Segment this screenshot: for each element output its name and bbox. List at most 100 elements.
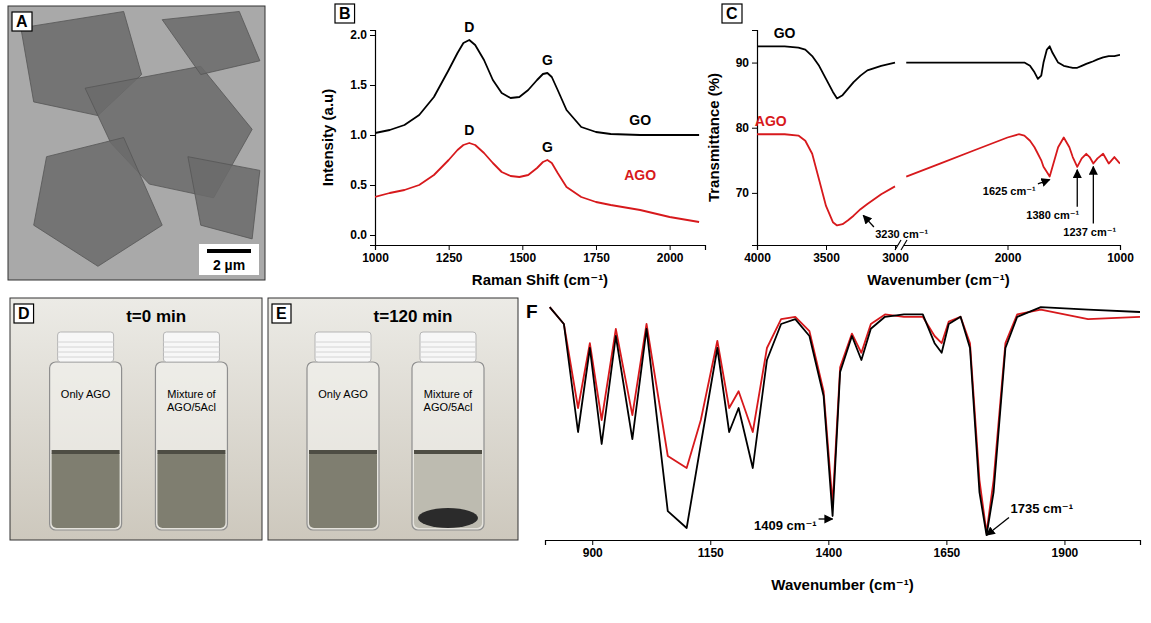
sem-flake: [34, 138, 163, 267]
tick-label: 1000: [362, 251, 389, 265]
x-axis: 9001150140016501900: [546, 540, 1141, 560]
figure: 2 µmA100012501500175020000.00.51.01.52.0…: [0, 0, 1151, 623]
panel-letter-box: [722, 4, 742, 23]
panel-letter: E: [276, 305, 287, 322]
tick-mark: [752, 63, 757, 64]
tick-mark: [670, 245, 671, 250]
annotation: 3230 cm⁻¹: [875, 228, 928, 240]
vial-liquid: [157, 450, 225, 528]
axis-line: [370, 31, 376, 246]
x-axis-title: Wavenumber (cm⁻¹): [771, 576, 913, 593]
axis-line: [376, 246, 706, 251]
panel-letter-box: [12, 12, 32, 31]
panel-letter: D: [18, 305, 30, 322]
tick-label: 1.0: [350, 128, 367, 142]
scale-bar-label: 2 µm: [213, 257, 245, 273]
liquid-meniscus: [414, 450, 482, 454]
tick-label: 1900: [1052, 546, 1079, 560]
vial-cap: [58, 332, 114, 362]
tick: 3500: [813, 245, 840, 265]
axis-break-gap: [898, 241, 904, 249]
vial-body: [155, 362, 227, 530]
vial-cap: [420, 332, 476, 362]
series-line: [375, 143, 699, 222]
cap-ridge: [420, 352, 476, 353]
tick: 1150: [698, 540, 724, 560]
cap-ridge: [58, 357, 114, 358]
vial-body: [412, 362, 484, 530]
photo-title: t=120 min: [374, 307, 453, 326]
annotation-arrow: [863, 215, 874, 227]
vial-liquid: [52, 450, 120, 528]
series-label: AGO: [624, 167, 656, 183]
cap-ridge: [163, 347, 219, 348]
tick-label: 1000: [1107, 251, 1134, 265]
tick-label: 2.0: [350, 28, 367, 42]
panel-chart: 40003500300020001000708090GOAGO3230 cm⁻¹…: [705, 4, 1134, 288]
tick-label: 900: [583, 546, 603, 560]
tick: 1750: [583, 245, 610, 265]
annotation: G: [542, 139, 553, 155]
vial-label: Mixture ofAGO/5Acl: [424, 388, 474, 413]
tick-mark: [826, 245, 827, 250]
tick-mark: [596, 245, 597, 250]
panel-letter: F: [526, 301, 538, 322]
tick-label: 4000: [744, 251, 771, 265]
tick: 0.0: [350, 228, 375, 242]
tick: 2000: [657, 245, 684, 265]
vial-body: [307, 362, 379, 530]
cap-ridge: [315, 357, 371, 358]
annotation: 1380 cm⁻¹: [1026, 209, 1079, 221]
vial-label: Mixture ofAGO/5Acl: [167, 388, 217, 413]
tick-mark: [370, 135, 375, 136]
x-axis: 10001250150017502000: [362, 245, 705, 265]
scale-bar: [207, 249, 251, 253]
tick: 1000: [362, 245, 389, 265]
tick: 2.0: [350, 28, 375, 42]
panel-letter-box: [14, 304, 34, 323]
tick-label: 3500: [813, 251, 840, 265]
tick: 1.0: [350, 128, 375, 142]
scale-bar-box: [199, 244, 259, 275]
y-axis: 708090: [736, 31, 758, 246]
cap-ridge: [163, 357, 219, 358]
sem-flake: [188, 157, 260, 239]
vial-cap: [163, 332, 219, 362]
annotation-arrow: [1077, 170, 1078, 207]
vial-label-line: Mixture of: [167, 388, 216, 400]
tick-mark: [1064, 540, 1065, 545]
panel-letter: A: [16, 13, 28, 30]
vial-label: Only AGO: [61, 388, 111, 400]
annotation-arrow: [819, 518, 833, 519]
vial-cap: [315, 332, 371, 362]
tick-mark: [1008, 245, 1009, 250]
cap-ridge: [315, 347, 371, 348]
photo-background: [268, 298, 518, 540]
annotation-arrow: [1093, 167, 1094, 224]
photo-background: [10, 298, 262, 540]
tick-mark: [370, 85, 375, 86]
panel-letter: C: [726, 5, 738, 22]
tick-label: 2000: [995, 251, 1022, 265]
tick-label: 1750: [583, 251, 610, 265]
liquid-meniscus: [309, 450, 377, 454]
sem-flake: [162, 11, 260, 74]
tick-mark: [370, 235, 375, 236]
plot-lines: [757, 46, 1120, 225]
tick: 2000: [995, 245, 1022, 265]
annotation: 1409 cm⁻¹: [754, 518, 817, 533]
vial-label-line: AGO/5Acl: [424, 401, 473, 413]
axis-line: [758, 246, 1121, 251]
cap-ridge: [163, 352, 219, 353]
annotation: 1735 cm⁻¹: [1011, 501, 1074, 516]
tick-label: 0.0: [350, 228, 367, 242]
tick-mark: [710, 540, 711, 545]
series-line: [550, 307, 1140, 535]
tick-mark: [752, 193, 757, 194]
tick-label: 1150: [698, 546, 724, 560]
axis-line: [546, 541, 1141, 546]
tick: 1.5: [350, 78, 375, 92]
tick: 90: [736, 56, 757, 70]
tick-mark: [946, 540, 947, 545]
panel-letter-box: [335, 4, 355, 23]
